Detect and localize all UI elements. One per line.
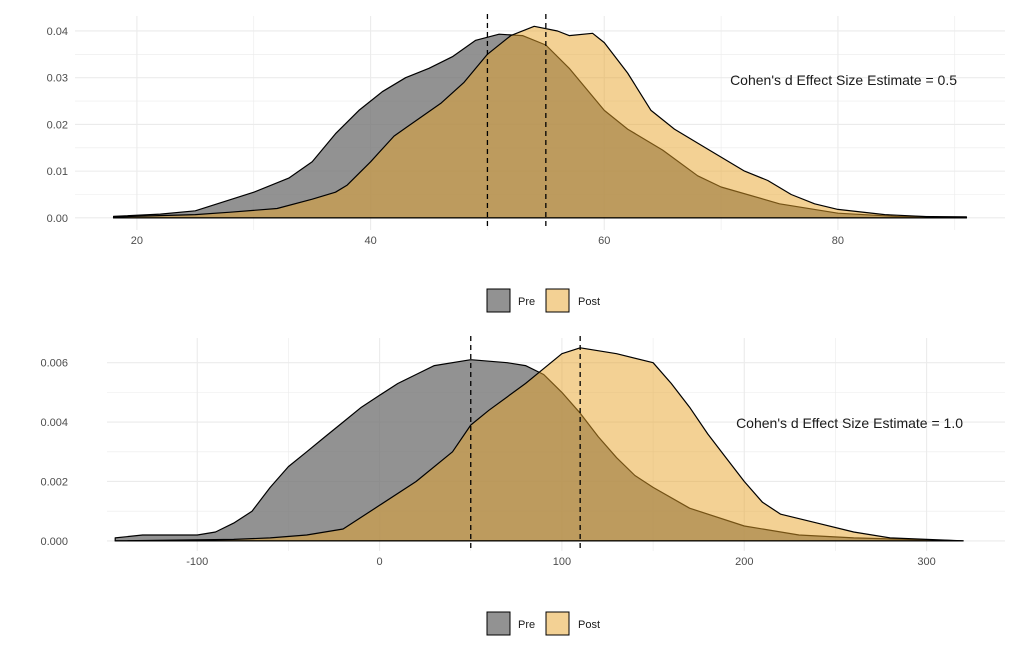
x-tick-label: -100	[186, 556, 208, 568]
x-tick-label: 60	[598, 235, 610, 247]
y-tick-label: 0.02	[47, 119, 68, 131]
legend-swatch-post	[545, 288, 570, 313]
legend-swatch-pre	[486, 288, 511, 313]
x-tick-label: 40	[364, 235, 376, 247]
density-chart-2: -100 0 100 200 300 0.000 0.002 0.004 0.006 Cohen'…	[40, 336, 1005, 636]
y-tick-label: 0.006	[40, 358, 68, 370]
y-tick-label: 0.002	[40, 476, 68, 488]
y-tick-label: 0.004	[40, 417, 68, 429]
x-tick-label: 200	[735, 556, 753, 568]
legend-label: Post	[578, 619, 600, 631]
x-tick-label: 20	[131, 235, 143, 247]
y-tick-label: 0.01	[47, 166, 68, 178]
legend-label: Pre	[518, 619, 535, 631]
density-chart-1: 20 40 60 80 0.00 0.01 0.02 0.03 0.04 Cohen's d Ef…	[47, 14, 1005, 313]
legend: Pre Post	[486, 288, 600, 313]
density-area-post	[114, 347, 964, 542]
legend-swatch-post	[545, 611, 570, 636]
legend-label: Post	[578, 296, 600, 308]
legend-label: Pre	[518, 296, 535, 308]
y-tick-label: 0.00	[47, 213, 68, 225]
legend-swatch-pre	[486, 611, 511, 636]
effect-size-annotation: Cohen's d Effect Size Estimate = 1.0	[736, 415, 963, 431]
legend: Pre Post	[486, 611, 600, 636]
x-tick-label: 0	[377, 556, 383, 568]
y-tick-label: 0.000	[40, 536, 68, 548]
density-area-post	[112, 25, 968, 219]
x-tick-label: 100	[553, 556, 571, 568]
x-tick-label: 300	[917, 556, 935, 568]
effect-size-annotation: Cohen's d Effect Size Estimate = 0.5	[730, 72, 957, 88]
y-tick-label: 0.04	[47, 26, 68, 38]
x-tick-label: 80	[832, 235, 844, 247]
y-tick-label: 0.03	[47, 73, 68, 85]
